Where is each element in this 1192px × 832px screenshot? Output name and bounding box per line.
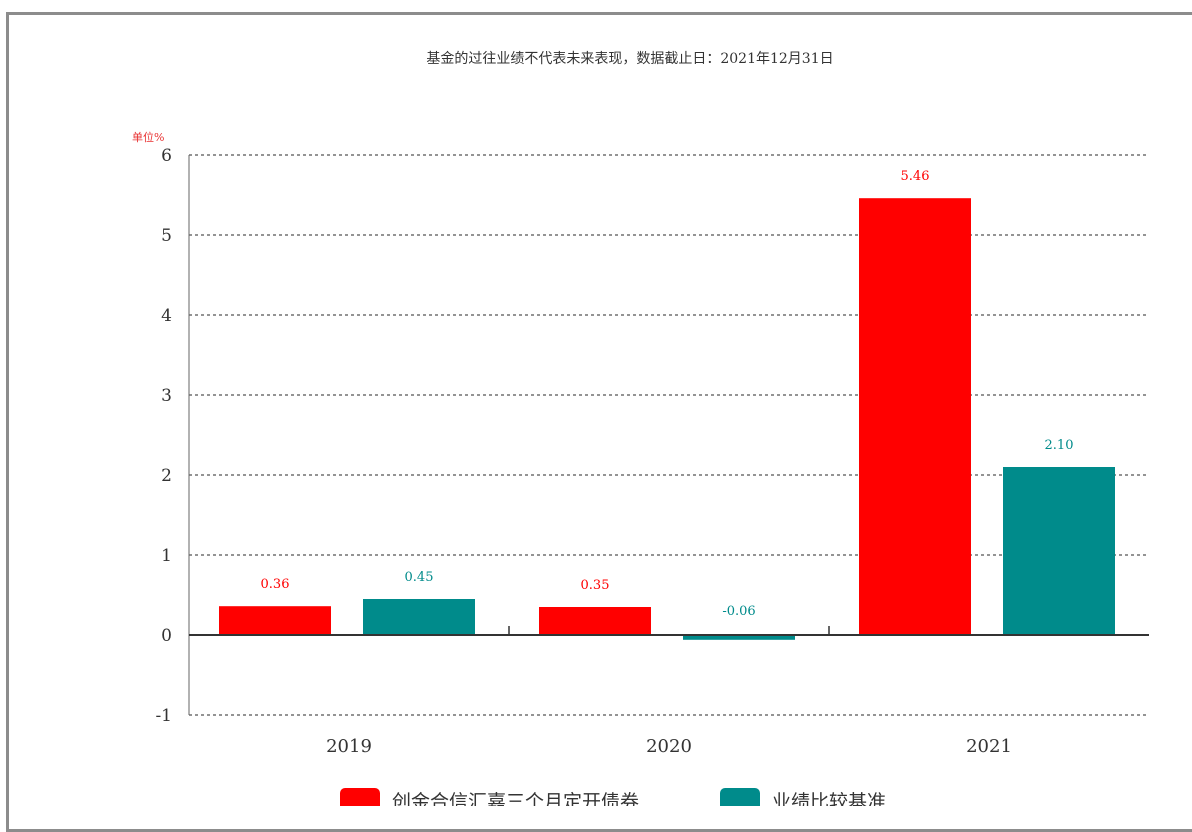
x-tick-label: 2021	[966, 736, 1012, 757]
data-label: 0.35	[581, 578, 610, 593]
x-tick-label: 2020	[646, 736, 692, 757]
data-label: 2.10	[1045, 438, 1074, 453]
y-tick-label: -1	[155, 706, 172, 726]
chart: 基金的过往业绩不代表未来表现，数据截止日：2021年12月31日 单位% 0.3…	[132, 50, 1149, 806]
bar	[683, 635, 795, 640]
y-tick-label: 3	[161, 386, 172, 406]
legend-label: 创金合信汇嘉三个月定开债券	[392, 791, 639, 806]
y-tick-label: 1	[161, 546, 172, 566]
axes: -1 0 1 2 3 4 5 6 2019 2020 2021	[155, 146, 1149, 757]
legend-label: 业绩比较基准	[772, 791, 886, 806]
y-tick-label: 2	[161, 466, 172, 486]
bar	[1003, 467, 1115, 635]
data-label: 0.45	[405, 570, 434, 585]
legend: 创金合信汇嘉三个月定开债券 业绩比较基准	[340, 788, 886, 806]
bar	[859, 198, 971, 635]
x-tick-label: 2019	[326, 736, 372, 757]
chart-title: 基金的过往业绩不代表未来表现，数据截止日：2021年12月31日	[426, 50, 833, 67]
bar	[363, 599, 475, 635]
legend-swatch	[720, 788, 760, 806]
bar	[539, 607, 651, 635]
data-label: 0.36	[261, 577, 290, 592]
y-tick-label: 6	[161, 146, 172, 166]
bars: 0.36 0.45 0.35 -0.06 5.46 2.10	[219, 169, 1115, 640]
y-tick-label: 4	[161, 306, 172, 326]
data-label: 5.46	[901, 169, 930, 184]
y-tick-label: 5	[161, 226, 172, 246]
unit-label: 单位%	[132, 130, 164, 144]
y-tick-label: 0	[161, 626, 172, 646]
data-label: -0.06	[722, 604, 755, 619]
grid	[189, 154, 1149, 716]
legend-swatch	[340, 788, 380, 806]
bar	[219, 606, 331, 635]
